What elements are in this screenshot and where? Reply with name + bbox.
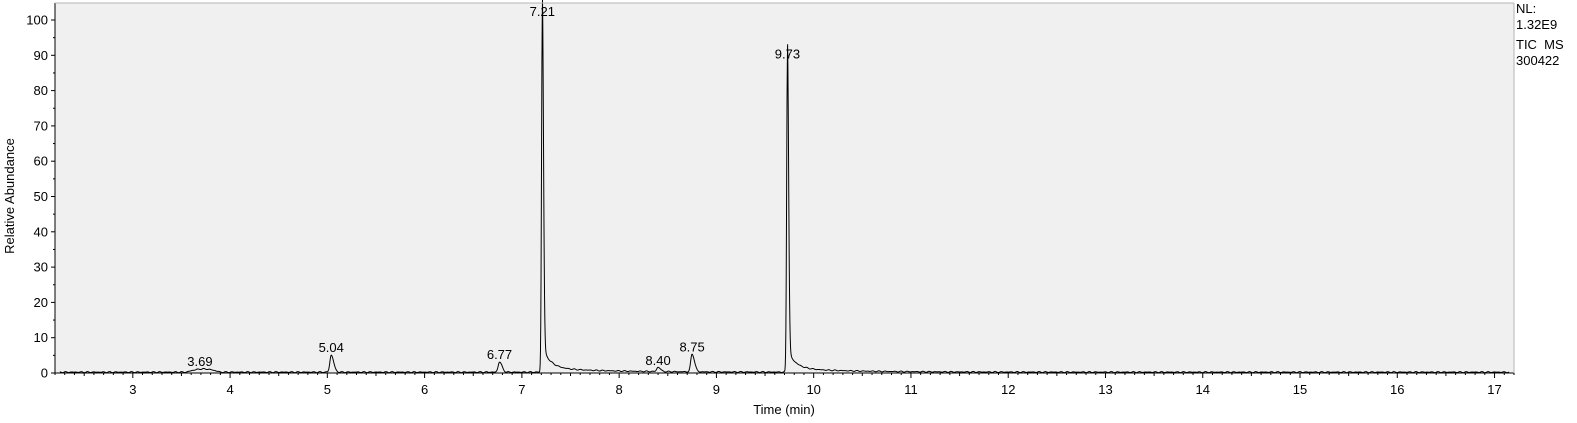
peak-label: 7.21 <box>530 4 555 19</box>
x-tick-label: 17 <box>1487 382 1501 397</box>
x-tick-label: 4 <box>226 382 233 397</box>
x-axis-title: Time (min) <box>753 402 815 417</box>
peak-label: 6.77 <box>487 347 512 362</box>
x-tick-label: 3 <box>129 382 136 397</box>
x-tick-label: 15 <box>1293 382 1307 397</box>
x-tick-label: 5 <box>324 382 331 397</box>
y-tick-label: 20 <box>34 295 48 310</box>
x-tick-label: 10 <box>806 382 820 397</box>
x-tick-label: 16 <box>1390 382 1404 397</box>
y-axis-title: Relative Abundance <box>2 138 17 254</box>
x-tick-label: 6 <box>421 382 428 397</box>
y-tick-label: 50 <box>34 189 48 204</box>
y-axis-ticks: 0 10 20 30 40 50 60 70 80 90 100 <box>26 13 55 381</box>
y-tick-label: 70 <box>34 118 48 133</box>
peak-label: 3.69 <box>187 354 212 369</box>
y-tick-label: 10 <box>34 330 48 345</box>
x-tick-label: 11 <box>904 382 918 397</box>
plot-background <box>55 3 1514 373</box>
sample-id: 300422 <box>1516 53 1560 68</box>
y-tick-label: 0 <box>41 366 48 381</box>
peak-label: 5.04 <box>319 340 344 355</box>
y-tick-label: 80 <box>34 83 48 98</box>
x-minor-ticks <box>54 373 1515 378</box>
y-tick-label: 60 <box>34 154 48 169</box>
x-tick-label: 13 <box>1098 382 1112 397</box>
scan-filter: TIC MS <box>1516 37 1564 52</box>
tic-trace <box>59 0 1510 374</box>
x-axis-ticks: 3 4 5 6 7 8 9 10 11 12 13 14 15 16 17 <box>129 382 1502 397</box>
x-tick-label: 14 <box>1196 382 1210 397</box>
y-tick-label: 90 <box>34 48 48 63</box>
peak-label: 8.75 <box>679 339 704 354</box>
nl-value: 1.32E9 <box>1516 17 1558 32</box>
nl-label: NL: <box>1516 1 1537 16</box>
y-tick-label: 30 <box>34 260 48 275</box>
peak-label: 9.73 <box>775 46 800 61</box>
peak-label: 8.40 <box>645 353 670 368</box>
y-tick-label: 100 <box>26 13 48 28</box>
x-tick-label: 9 <box>713 382 720 397</box>
y-tick-label: 40 <box>34 224 48 239</box>
peak-labels: 3.69 5.04 6.77 7.21 8.40 8.75 9.73 <box>187 4 800 369</box>
x-tick-label: 7 <box>518 382 525 397</box>
x-tick-label: 8 <box>616 382 623 397</box>
x-tick-label: 12 <box>1001 382 1015 397</box>
